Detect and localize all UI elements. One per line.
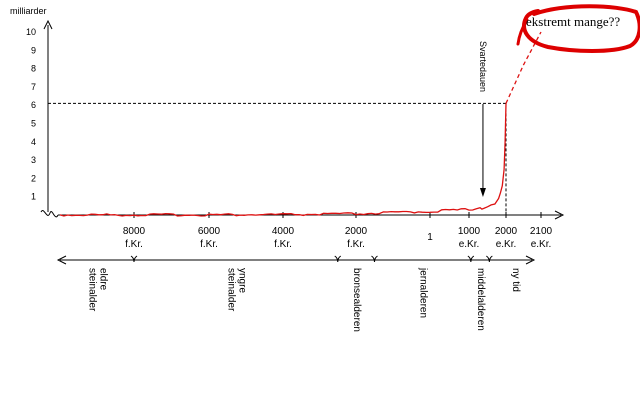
x-tick-label: 6000 xyxy=(198,226,221,237)
period-label: steinalder xyxy=(87,268,98,312)
y-tick-label: 7 xyxy=(31,82,36,92)
period-label: bronsealderen xyxy=(351,268,362,332)
timeline-divider xyxy=(130,255,138,263)
x-tick-label: 4000 xyxy=(272,226,295,237)
x-tick-label: 2000 xyxy=(495,226,518,237)
timeline-arrow-right xyxy=(525,255,536,265)
y-tick-label: 6 xyxy=(31,100,36,110)
y-tick-label: 2 xyxy=(31,173,36,183)
callout-text: ekstremt mange?? xyxy=(526,14,620,29)
axis-break-mark xyxy=(40,210,59,218)
period-label: steinalder xyxy=(225,268,236,312)
x-tick-label: 2000 xyxy=(345,226,368,237)
x-tick-label: f.Kr. xyxy=(274,239,292,250)
series-lines xyxy=(59,31,542,217)
y-tick-label: 3 xyxy=(31,155,36,165)
x-tick-label: f.Kr. xyxy=(347,239,365,250)
annotation-label: Svartedauen xyxy=(478,41,488,92)
y-tick-label: 9 xyxy=(31,45,36,55)
x-tick-label: f.Kr. xyxy=(125,239,143,250)
x-tick-label: e.Kr. xyxy=(459,239,480,250)
population-line xyxy=(59,103,507,217)
x-tick-label: 1000 xyxy=(458,226,481,237)
reference-lines xyxy=(48,102,507,215)
y-tick-label: 4 xyxy=(31,137,36,147)
y-tick-label: 1 xyxy=(31,192,36,202)
period-label: jernalderen xyxy=(418,267,429,318)
period-label: yngre xyxy=(236,268,247,293)
x-tick-label: f.Kr. xyxy=(200,239,218,250)
timeline-divider xyxy=(334,255,342,263)
y-axis-arrow xyxy=(43,19,53,30)
x-tick-label: e.Kr. xyxy=(496,239,517,250)
callout-stroke xyxy=(516,18,529,46)
y-tick-label: 8 xyxy=(31,64,36,74)
x-tick-label: 1 xyxy=(427,232,433,243)
annotation-group: Svartedauen xyxy=(478,41,488,197)
x-tick-label: 8000 xyxy=(123,226,146,237)
callout-ellipse xyxy=(522,4,640,53)
x-tick-label: 2100 xyxy=(530,226,553,237)
axes: 1 2 3 4 5 6 7 8 9 10 8000 f.Kr. 6000 f.Kr. 4000 f.Kr. 20… xyxy=(26,19,565,250)
x-tick-label: e.Kr. xyxy=(531,239,552,250)
period-label: middelalderen xyxy=(475,268,486,331)
y-tick-label: 10 xyxy=(26,27,36,37)
timeline-divider xyxy=(486,255,493,263)
y-axis-label: milliarder xyxy=(10,6,47,16)
y-tick-label: 5 xyxy=(31,119,36,129)
x-axis-arrow xyxy=(554,210,565,220)
callout-group: ekstremt mange?? xyxy=(516,4,640,53)
period-label: eldre xyxy=(98,268,109,291)
projection-line xyxy=(505,31,542,104)
period-label: ny tid xyxy=(510,268,521,292)
timeline-divider xyxy=(371,255,378,263)
timeline-divider xyxy=(467,255,475,263)
annotation-arrowhead xyxy=(479,188,486,197)
timeline-arrow-left xyxy=(56,255,67,265)
